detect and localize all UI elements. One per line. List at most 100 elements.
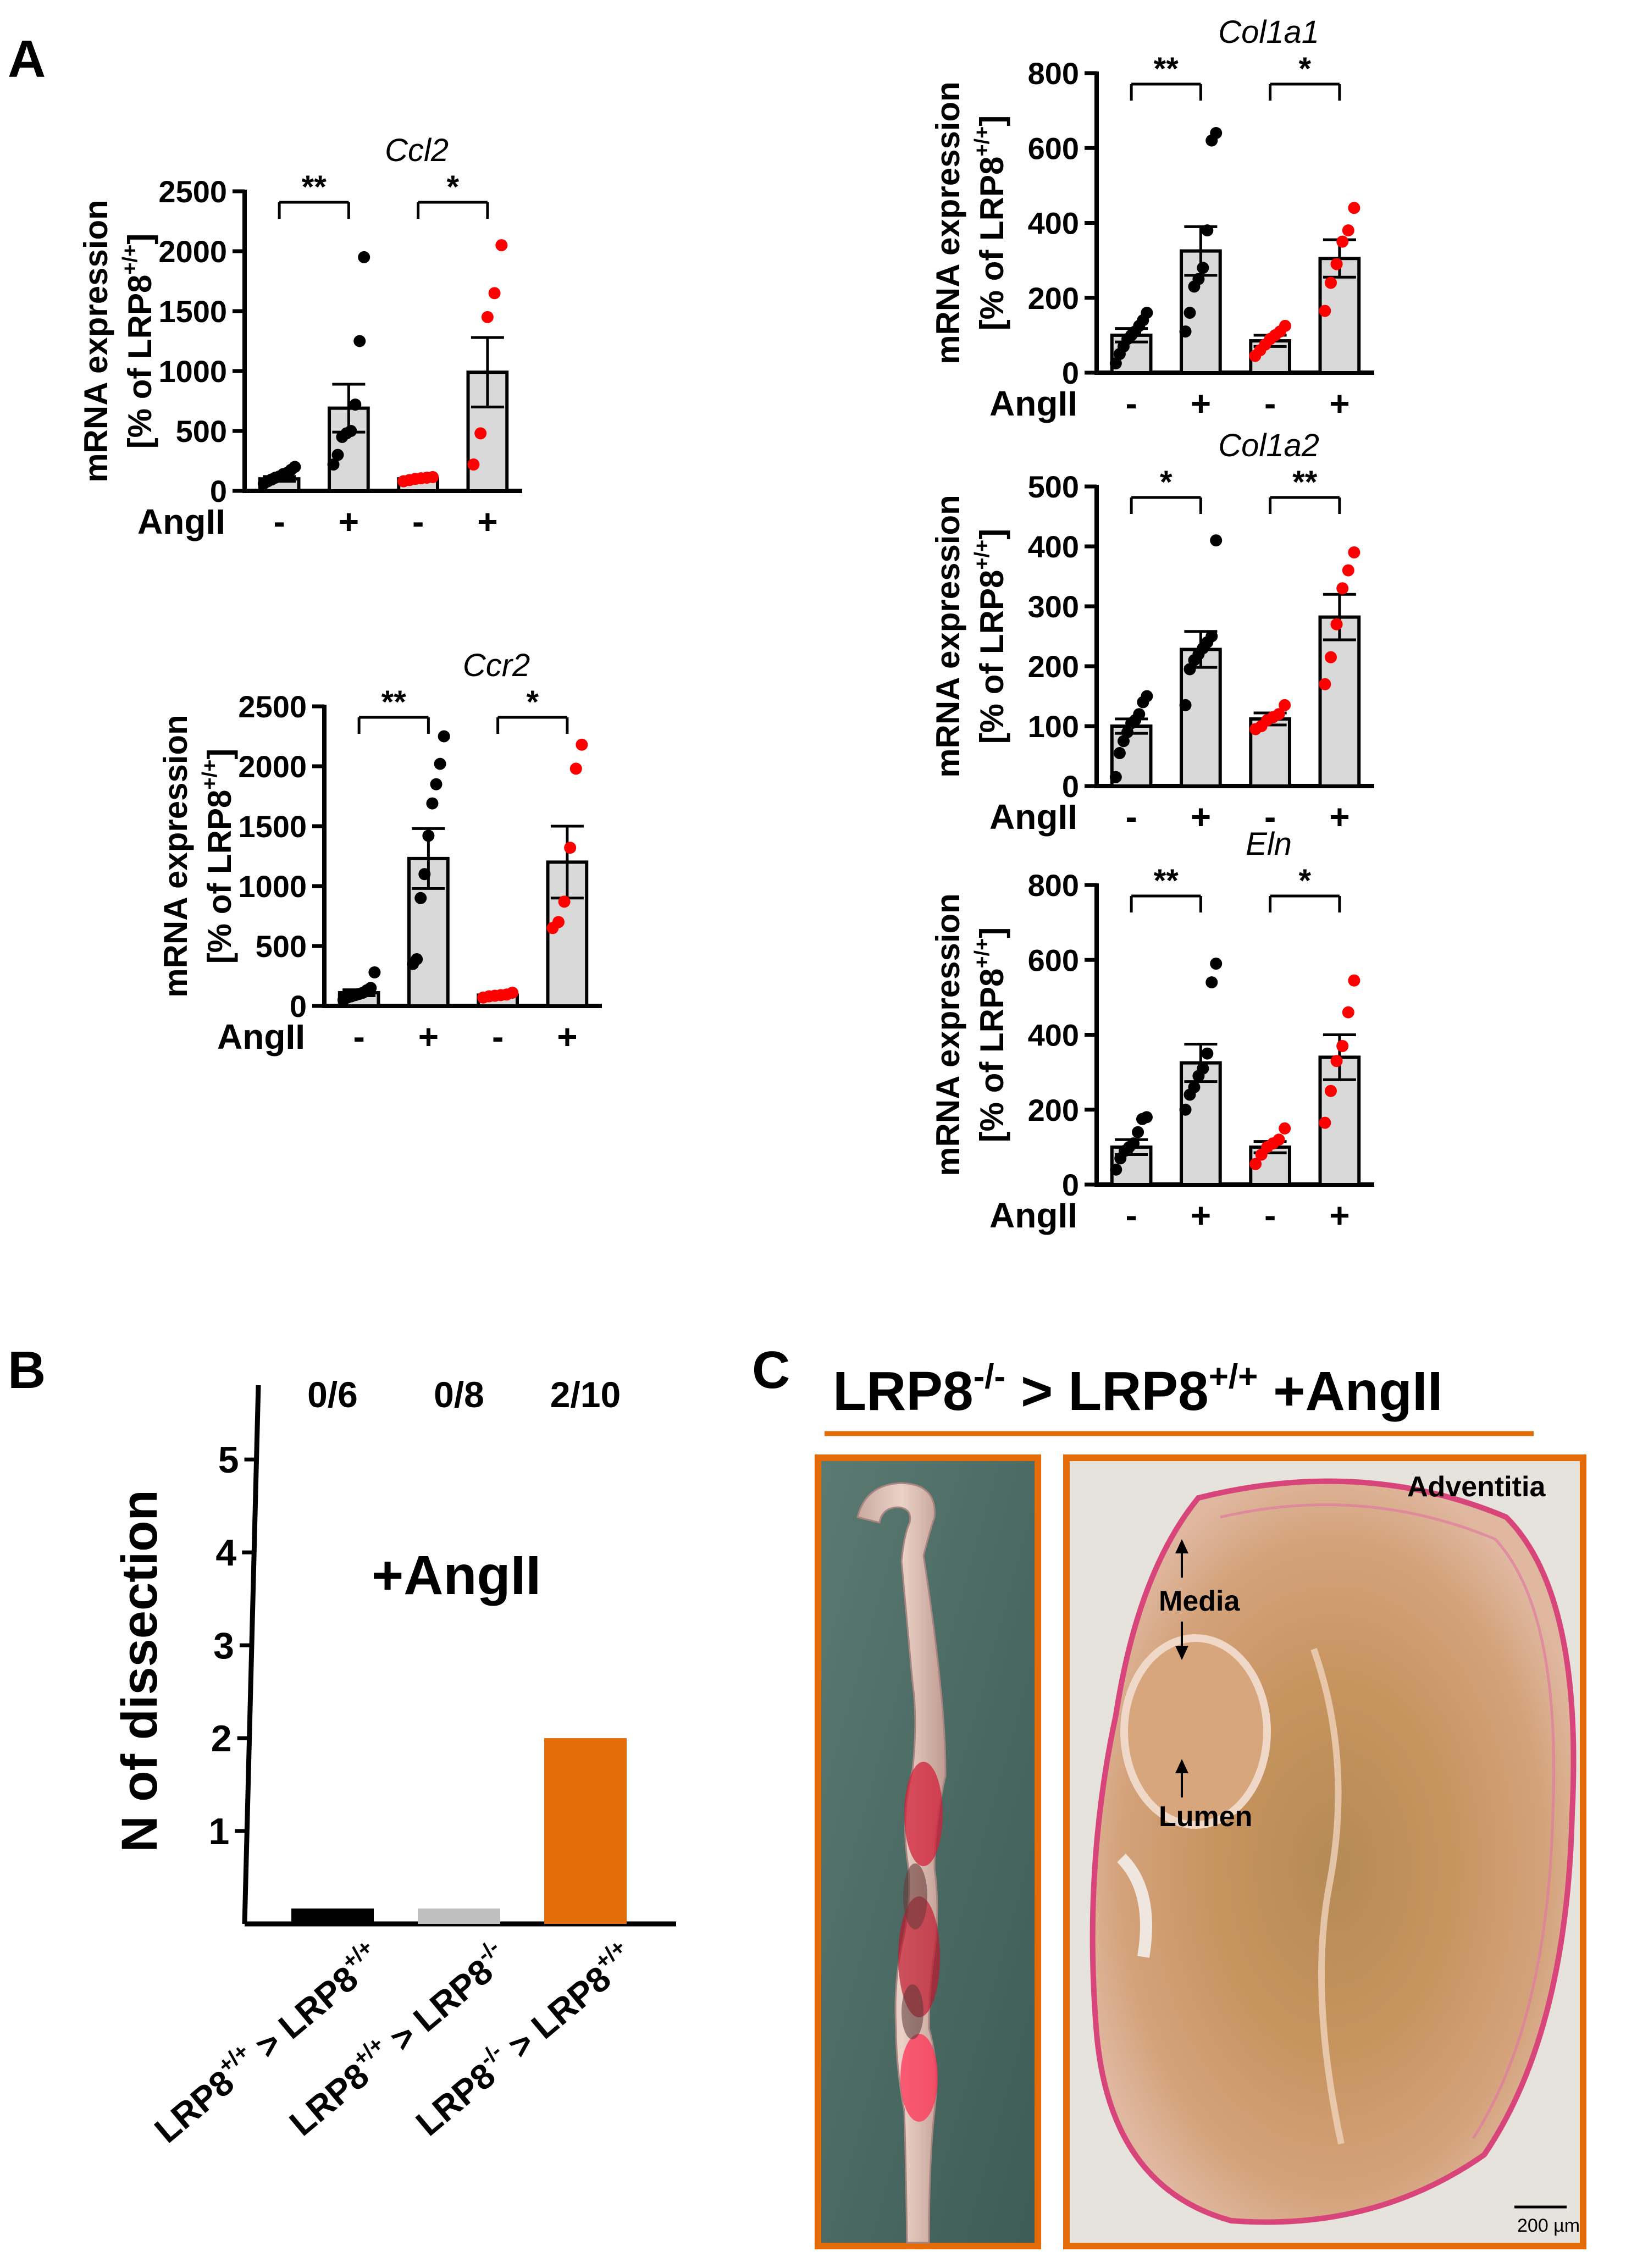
chart-title: Col1a1 [1218, 14, 1319, 50]
y-tick-label: 400 [1028, 206, 1079, 241]
data-point [1348, 974, 1360, 987]
x-mark-label: - [273, 502, 285, 541]
y-axis-label-line2: [% of LRP8+/+] [971, 529, 1010, 744]
data-point [1141, 307, 1153, 319]
significance-label: ** [381, 684, 407, 720]
data-point [1324, 651, 1337, 663]
ccr2-chart: mRNA expression [% of LRP8+/+] Ccr2 0 500 100… [157, 648, 602, 1056]
y-axis-label-line1: mRNA expression [78, 200, 114, 483]
data-point [331, 449, 344, 461]
y-tick-label: 5 [218, 1439, 239, 1481]
chart-title: Eln [1246, 826, 1292, 862]
y-tick-label: 500 [1028, 469, 1079, 504]
y-tick-label: 600 [1028, 943, 1079, 977]
y-tick-label: 1 [208, 1811, 229, 1852]
category-label: LRP8+/+ > LRP8-/- [279, 1935, 516, 2143]
data-point [1197, 262, 1209, 274]
data-point [1342, 564, 1354, 577]
y-axis-label-line1: mRNA expression [930, 495, 966, 778]
data-point [1113, 747, 1126, 760]
data-point [1205, 976, 1218, 989]
col1a1-chart: mRNA expression [% of LRP8+/+] Col1a1 0 200 4… [930, 14, 1374, 423]
data-point [1192, 273, 1205, 285]
data-point [1324, 276, 1337, 289]
x-mark-label: + [339, 502, 359, 541]
x-row-label: AngII [137, 502, 225, 541]
y-tick-label: 200 [1028, 281, 1079, 316]
y-axis [242, 1385, 261, 1924]
data-point [569, 762, 582, 775]
data-point [1319, 305, 1331, 317]
y-tick-label: 500 [256, 929, 307, 964]
bar [1318, 615, 1361, 788]
data-point [474, 427, 487, 440]
data-point [1127, 1137, 1140, 1150]
x-mark-label: + [1191, 384, 1211, 423]
significance-label: ** [1154, 51, 1179, 87]
data-point [1279, 699, 1291, 711]
bar [291, 1909, 374, 1924]
data-point [1132, 1126, 1144, 1138]
dissection-chart: 1 2 3 4 5 N of dissection +AngII 0/6 LRP8+/+ > L… [112, 1374, 676, 2150]
data-point [1330, 258, 1343, 270]
chart-title: Ccr2 [463, 648, 530, 683]
data-point [1348, 546, 1360, 558]
y-tick-label: 300 [1028, 589, 1079, 624]
x-mark-label: + [557, 1017, 577, 1056]
y-tick-label: 0 [1062, 769, 1079, 804]
data-point [368, 966, 381, 978]
significance-label: ** [1154, 863, 1179, 899]
y-tick-label: 3 [213, 1625, 234, 1667]
panel-label-a: A [8, 30, 46, 88]
data-point [1279, 1122, 1291, 1135]
data-point [1133, 708, 1146, 721]
y-tick-label: 0 [290, 989, 307, 1024]
col1a2-chart: mRNA expression [% of LRP8+/+] Col1a2 0 100 2… [930, 428, 1374, 837]
significance-label: ** [1292, 464, 1318, 500]
data-point [414, 892, 427, 904]
chart-title: +AngII [372, 1545, 541, 1606]
data-point [576, 738, 588, 751]
x-mark-label: - [1125, 384, 1137, 423]
data-point [1330, 618, 1343, 630]
bar [418, 1909, 500, 1924]
y-tick-label: 4 [215, 1532, 236, 1574]
data-point [1273, 708, 1285, 721]
data-point [358, 251, 370, 263]
x-mark-label: - [1264, 1196, 1276, 1235]
data-point [481, 311, 494, 323]
significance-label: * [446, 169, 459, 205]
data-point [438, 730, 450, 743]
inner-lumen [1120, 1634, 1271, 1829]
data-point [418, 868, 431, 881]
x-mark-label: + [418, 1017, 439, 1056]
x-mark-label: + [1329, 797, 1350, 837]
panel-c-title: LRP8-/- > LRP8+/+ +AngII [833, 1358, 1443, 1422]
x-mark-label: + [477, 502, 497, 541]
y-tick-label: 600 [1028, 131, 1079, 165]
data-point [1197, 1062, 1209, 1075]
data-point [1141, 690, 1153, 702]
data-point [1336, 1039, 1349, 1052]
data-point [349, 399, 362, 411]
y-tick-label: 400 [1028, 529, 1079, 564]
x-row-label: AngII [989, 797, 1077, 837]
data-point [1201, 224, 1214, 237]
x-mark-label: + [1191, 1196, 1211, 1235]
data-point [1273, 1133, 1285, 1146]
bar [1180, 1061, 1222, 1186]
y-tick-label: 0 [1062, 1168, 1079, 1202]
x-mark-label: - [1264, 384, 1276, 423]
chart-title: Col1a2 [1218, 428, 1319, 463]
data-point [426, 797, 439, 810]
significance-label: ** [302, 169, 327, 205]
bar [544, 1738, 627, 1924]
data-point [564, 842, 577, 854]
data-point [327, 458, 340, 471]
y-tick-label: 2000 [158, 234, 227, 269]
data-point [467, 458, 480, 471]
y-axis-label-line1: mRNA expression [930, 893, 966, 1176]
data-point [506, 987, 519, 999]
y-tick-label: 0 [210, 474, 227, 508]
